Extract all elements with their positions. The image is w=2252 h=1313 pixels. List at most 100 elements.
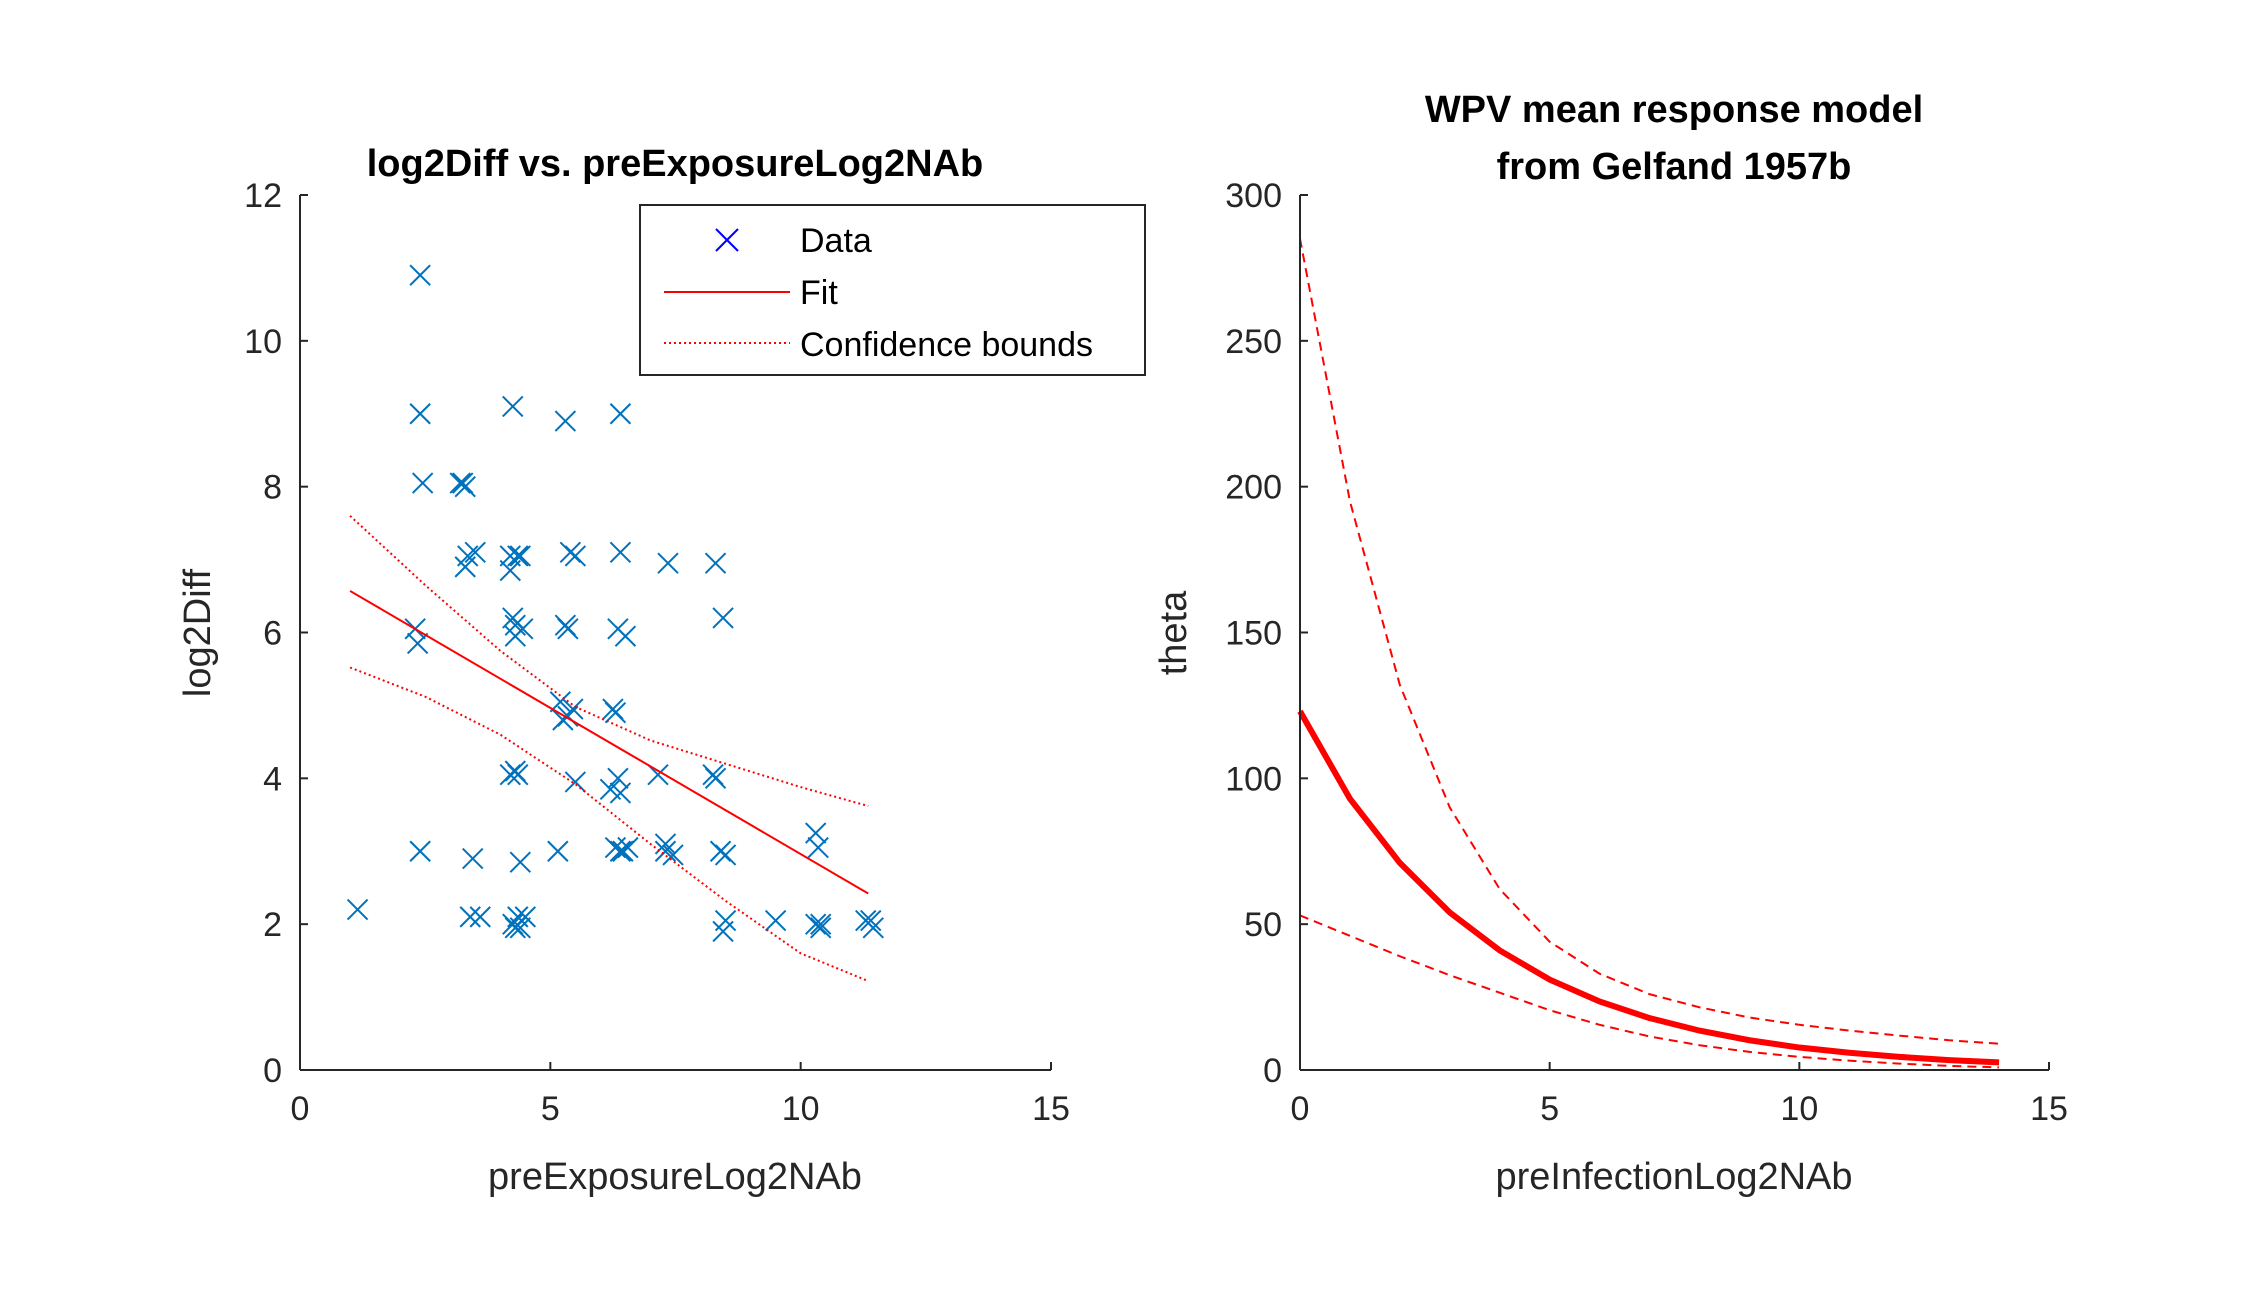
legend-data-marker-stroke — [715, 228, 739, 252]
data-point — [604, 702, 627, 724]
lower-bound-curve — [1299, 914, 2000, 1069]
left-x-tick-label: 0 — [291, 1090, 310, 1128]
data-point-stroke — [609, 541, 632, 563]
data-point-stroke — [504, 760, 526, 782]
legend-entry-fit: Fit — [664, 274, 838, 312]
data-point — [609, 782, 632, 804]
data-point-stroke — [469, 906, 491, 928]
data-point-stroke — [617, 836, 639, 859]
data-point-stroke — [552, 709, 574, 731]
data-point — [547, 840, 569, 862]
data-point — [504, 917, 526, 939]
data-point — [464, 541, 486, 563]
left-y-tick-label: 8 — [263, 469, 282, 507]
legend-entry-confidence: Confidence bounds — [664, 326, 1093, 364]
data-point — [617, 836, 639, 859]
lower-confidence-bound — [349, 666, 869, 982]
data-point-stroke — [507, 545, 529, 567]
data-point-stroke — [547, 840, 569, 862]
left-y-tick-label: 6 — [263, 615, 282, 653]
data-point — [609, 541, 632, 563]
data-point — [406, 632, 429, 655]
data-point-stroke — [499, 559, 521, 582]
data-point — [502, 395, 524, 418]
data-point — [662, 844, 684, 866]
data-point-stroke — [502, 395, 524, 418]
data-point-stroke — [409, 840, 431, 862]
data-point — [609, 840, 632, 862]
right-y-tick-label: 50 — [1244, 906, 1282, 944]
data-point-stroke — [704, 767, 727, 790]
data-point — [564, 545, 587, 567]
data-point-stroke — [564, 545, 587, 567]
data-point-stroke — [502, 607, 524, 629]
legend-box — [639, 204, 1146, 376]
right-y-tick-label: 200 — [1225, 469, 1282, 507]
data-point-stroke — [712, 920, 734, 943]
data-point — [452, 472, 474, 494]
data-point-stroke — [647, 763, 669, 786]
upper-confidence-bound — [349, 515, 869, 808]
data-point — [657, 552, 679, 574]
data-point — [346, 898, 369, 921]
right-y-tick-label: 100 — [1225, 760, 1282, 798]
right-x-tick-label: 5 — [1540, 1090, 1559, 1128]
data-point-stroke — [509, 545, 532, 567]
data-point — [454, 556, 476, 578]
data-point — [554, 410, 577, 432]
data-point — [807, 836, 829, 859]
data-point — [712, 607, 734, 629]
data-point-stroke — [599, 778, 622, 800]
legend-label-confidence: Confidence bounds — [800, 326, 1093, 364]
data-point-stroke — [712, 607, 734, 629]
data-point-stroke — [564, 771, 587, 793]
data-point — [549, 691, 572, 713]
data-point-stroke — [504, 917, 526, 939]
data-point-stroke — [604, 702, 627, 724]
left-y-tick-label: 0 — [263, 1052, 282, 1090]
data-point-stroke — [557, 618, 579, 640]
data-point-stroke — [504, 614, 526, 636]
data-point-stroke — [809, 917, 832, 939]
data-point-stroke — [509, 851, 532, 873]
data-point — [809, 913, 832, 935]
data-point-stroke — [609, 840, 632, 862]
right-y-axis-label: theta — [1153, 590, 1195, 675]
legend-entry-data: Data — [715, 222, 872, 260]
data-point-stroke — [549, 691, 572, 713]
data-point-stroke — [862, 917, 884, 939]
data-point-stroke — [406, 632, 429, 655]
data-point-stroke — [462, 847, 484, 870]
data-point — [507, 545, 529, 567]
data-point — [552, 709, 574, 731]
right-plot-title-line-1: WPV mean response model — [1425, 89, 1923, 131]
data-point — [647, 763, 669, 786]
left-y-axis-label: log2Diff — [177, 568, 219, 697]
data-point-stroke — [662, 844, 684, 866]
data-point — [504, 614, 526, 636]
right-plot-title-line-2: from Gelfand 1957b — [1497, 146, 1852, 188]
data-point — [462, 847, 484, 870]
data-point-stroke — [860, 909, 882, 932]
data-point-stroke — [704, 552, 727, 574]
data-point-stroke — [614, 625, 637, 647]
right-y-tick-label: 0 — [1263, 1052, 1282, 1090]
right-x-tick-label: 0 — [1291, 1090, 1310, 1128]
left-y-tick-label: 12 — [244, 177, 282, 215]
data-point-stroke — [809, 913, 832, 935]
data-point-stroke — [554, 410, 577, 432]
data-point — [409, 264, 431, 286]
legend-label-fit: Fit — [800, 274, 838, 312]
left-plot-title: log2Diff vs. preExposureLog2NAb — [367, 143, 984, 185]
data-point — [614, 625, 637, 647]
data-point — [714, 844, 737, 866]
data-point — [509, 545, 532, 567]
right-y-tick-label: 250 — [1225, 323, 1282, 361]
data-point-stroke — [714, 844, 737, 866]
data-point-stroke — [807, 836, 829, 859]
data-point — [809, 917, 832, 939]
data-point — [712, 920, 734, 943]
legend: Data Fit Confidence bounds — [639, 204, 1146, 376]
